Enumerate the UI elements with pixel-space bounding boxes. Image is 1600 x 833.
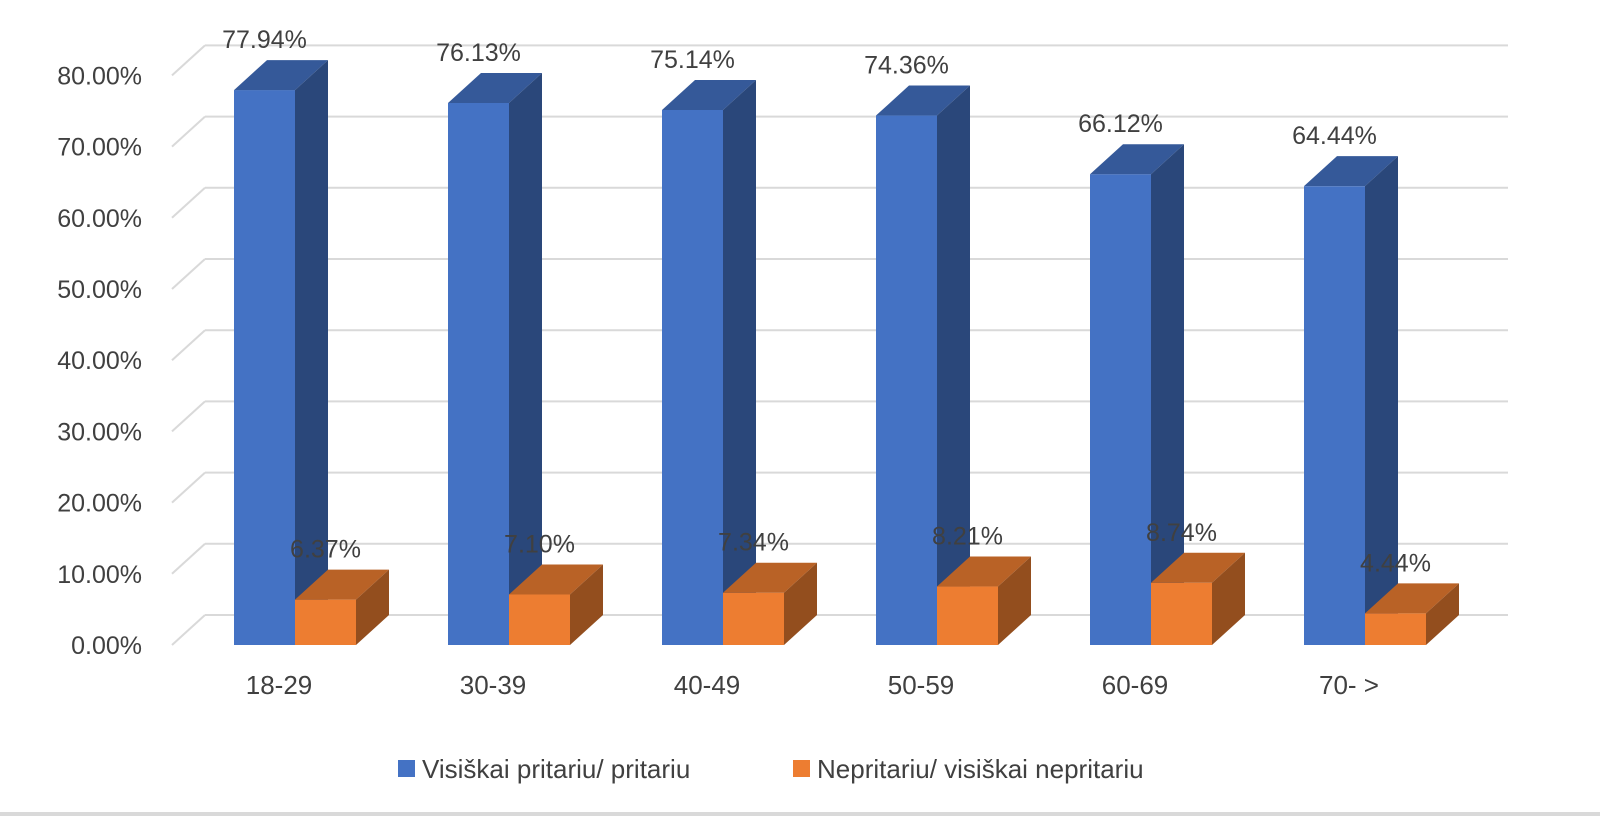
bar-top-face xyxy=(234,60,328,91)
bar-disagree-60-69 xyxy=(1151,552,1245,645)
y-tick-label: 10.00% xyxy=(57,561,142,589)
bar-top-face xyxy=(876,85,970,116)
bar-side-face xyxy=(356,569,389,645)
data-labels: 77.94% 6.37% 76.13% 7.10% 75.14% 7.34% 74.36% 8… xyxy=(222,26,1431,577)
gridline-diagonal xyxy=(171,115,206,148)
bar-agree-50-59 xyxy=(876,85,970,645)
x-tick-label: 18-29 xyxy=(246,670,313,700)
bottom-divider xyxy=(0,812,1600,816)
legend: Visiškai pritariu/ pritariu Nepritariu/ v… xyxy=(398,754,1144,784)
gridline-diagonal xyxy=(171,187,206,219)
bar-front-face xyxy=(234,90,295,645)
gridline-diagonal xyxy=(171,400,206,433)
bar-front-face xyxy=(723,592,784,645)
legend-item: Nepritariu/ visiškai nepritariu xyxy=(793,754,1144,784)
data-label: 76.13% xyxy=(436,39,521,67)
gridlines xyxy=(171,44,1508,646)
bar-disagree-30-39 xyxy=(509,564,603,645)
bar-top-face xyxy=(295,569,389,600)
bar-disagree-50-59 xyxy=(937,556,1031,645)
y-tick-label: 50.00% xyxy=(57,276,142,304)
bar-agree-40-49 xyxy=(662,80,756,646)
bar-front-face xyxy=(1304,186,1365,645)
data-label: 74.36% xyxy=(864,52,949,80)
bar-side-face xyxy=(998,556,1031,645)
bar-front-face xyxy=(448,102,509,645)
bar-side-face xyxy=(295,60,328,645)
y-tick-label: 0.00% xyxy=(71,632,142,660)
bar-top-face xyxy=(509,564,603,595)
bar-front-face xyxy=(937,586,998,645)
y-tick-label: 70.00% xyxy=(57,134,142,162)
y-tick-label: 60.00% xyxy=(57,205,142,233)
data-label: 8.74% xyxy=(1146,519,1217,547)
bar-disagree-70- > xyxy=(1365,583,1459,645)
bar-side-face xyxy=(1151,144,1184,646)
bar-front-face xyxy=(876,115,937,645)
data-label: 7.34% xyxy=(718,529,789,557)
x-tick-label: 60-69 xyxy=(1102,670,1169,700)
data-label: 6.37% xyxy=(290,536,361,564)
bar-side-face xyxy=(937,85,970,645)
data-label: 7.10% xyxy=(504,530,575,558)
bar-front-face xyxy=(1151,582,1212,645)
bar-top-face xyxy=(448,72,542,103)
bar-side-face xyxy=(784,562,817,645)
bar-side-face xyxy=(509,72,542,645)
x-tick-label: 70- > xyxy=(1319,670,1379,700)
bar-top-face xyxy=(1304,156,1398,187)
bar-top-face xyxy=(937,556,1031,587)
bar-disagree-40-49 xyxy=(723,562,817,645)
x-axis-tick-labels: 18-29 30-39 40-49 50-59 60-69 70- > xyxy=(246,670,1379,700)
y-axis-tick-labels: 0.00% 10.00% 20.00% 30.00% 40.00% 50.00% 60.00… xyxy=(57,62,142,660)
gridline-diagonal xyxy=(171,543,206,575)
data-label: 77.94% xyxy=(222,26,307,54)
legend-swatch xyxy=(793,760,810,777)
bar-agree-18-29 xyxy=(234,60,328,645)
data-label: 64.44% xyxy=(1292,122,1377,150)
y-tick-label: 30.00% xyxy=(57,418,142,446)
bar-top-face xyxy=(723,562,817,593)
bar-front-face xyxy=(1090,174,1151,646)
bar-side-face xyxy=(1426,583,1459,645)
bar-agree-60-69 xyxy=(1090,144,1184,646)
data-label: 75.14% xyxy=(650,46,735,74)
bar-front-face xyxy=(509,594,570,645)
x-tick-label: 40-49 xyxy=(674,670,741,700)
bar-agree-30-39 xyxy=(448,72,542,645)
gridline-diagonal xyxy=(171,258,206,290)
y-tick-label: 40.00% xyxy=(57,347,142,375)
y-tick-label: 20.00% xyxy=(57,490,142,518)
bar-side-face xyxy=(1365,156,1398,645)
bar-agree-70- > xyxy=(1304,156,1398,645)
legend-label: Visiškai pritariu/ pritariu xyxy=(422,754,690,784)
bars xyxy=(234,60,1459,646)
legend-swatch xyxy=(398,760,415,777)
bar-top-face xyxy=(1090,144,1184,175)
bar-top-face xyxy=(1151,552,1245,583)
x-tick-label: 30-39 xyxy=(460,670,527,700)
gridline-diagonal xyxy=(171,329,206,361)
data-label: 66.12% xyxy=(1078,110,1163,138)
bar-top-face xyxy=(662,80,756,111)
bar-side-face xyxy=(723,80,756,646)
bar-top-face xyxy=(1365,583,1459,614)
x-tick-label: 50-59 xyxy=(888,670,955,700)
legend-item: Visiškai pritariu/ pritariu xyxy=(398,754,690,784)
bar-front-face xyxy=(295,599,356,645)
bar-front-face xyxy=(1365,613,1426,645)
bar-side-face xyxy=(570,564,603,645)
gridline-diagonal xyxy=(171,44,206,77)
bar-disagree-18-29 xyxy=(295,569,389,645)
gridline-diagonal xyxy=(171,471,206,504)
bar-side-face xyxy=(1212,552,1245,645)
bar-front-face xyxy=(662,110,723,646)
gridline-diagonal xyxy=(171,614,206,646)
y-tick-label: 80.00% xyxy=(57,62,142,90)
legend-label: Nepritariu/ visiškai nepritariu xyxy=(817,754,1144,784)
data-label: 8.21% xyxy=(932,523,1003,551)
data-label: 4.44% xyxy=(1360,549,1431,577)
